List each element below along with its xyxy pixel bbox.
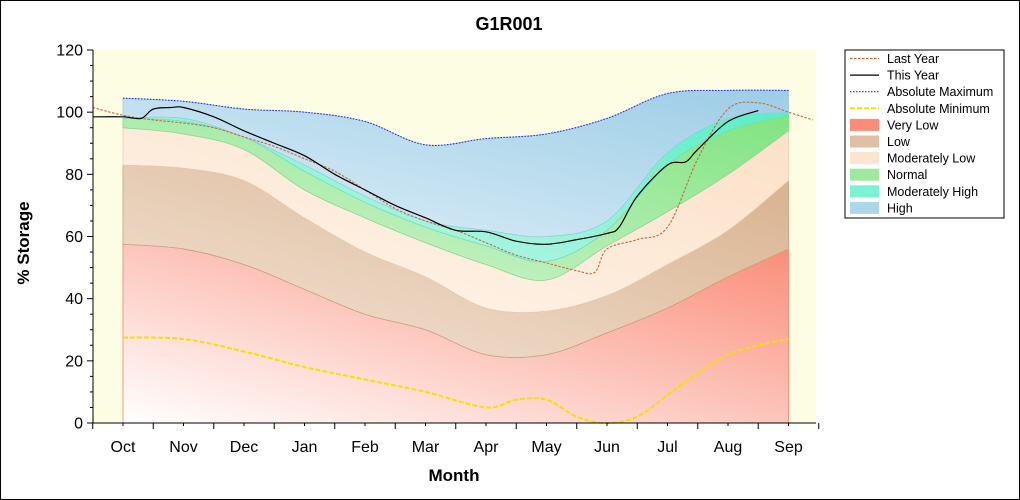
y-tick-label-0: 0 xyxy=(74,416,83,433)
y-tick-label-80: 80 xyxy=(65,167,83,184)
y-tick-label-100: 100 xyxy=(56,105,83,122)
axes-layer: 0 20 40 60 80 100 120 Oct Nov Dec Jan Feb Mar Apr May J… xyxy=(56,43,820,456)
legend-swatch-moderately-low xyxy=(850,152,879,165)
legend-swatch-very-low xyxy=(850,118,879,131)
band-high xyxy=(122,89,789,238)
bands-layer xyxy=(122,89,789,424)
lines-layer xyxy=(92,89,813,425)
x-tick-label-nov: Nov xyxy=(169,439,197,456)
x-tick-label-jan: Jan xyxy=(292,439,318,456)
x-tick-label-dec: Dec xyxy=(230,439,258,456)
x-tick-label-mar: Mar xyxy=(412,439,440,456)
legend-label-moderately-high: Moderately High xyxy=(887,185,978,199)
series-this-year xyxy=(92,106,759,245)
x-axis-title: Month xyxy=(429,466,480,485)
legend-label-high: High xyxy=(887,201,913,215)
series-last-year xyxy=(92,101,813,275)
x-tick-label-jun: Jun xyxy=(594,439,620,456)
legend-label-very-low: Very Low xyxy=(887,118,939,132)
x-tick-label-may: May xyxy=(531,439,561,456)
y-tick-label-40: 40 xyxy=(65,291,83,308)
x-tick-label-aug: Aug xyxy=(714,439,742,456)
x-tick-label-apr: Apr xyxy=(474,439,500,456)
chart-title: G1R001 xyxy=(475,14,542,34)
legend-label-absolute-maximum: Absolute Maximum xyxy=(887,85,993,99)
x-tick-label-oct: Oct xyxy=(111,439,136,456)
legend-label-moderately-low: Moderately Low xyxy=(887,152,976,166)
legend-swatch-normal xyxy=(850,168,879,181)
y-tick-label-60: 60 xyxy=(65,229,83,246)
x-tick-label-jul: Jul xyxy=(657,439,677,456)
x-tick-label-sep: Sep xyxy=(774,439,803,456)
x-tick-label-feb: Feb xyxy=(351,439,379,456)
legend-swatch-high xyxy=(850,201,879,214)
y-tick-label-120: 120 xyxy=(56,43,83,60)
legend: Last Year This Year Absolute Maximum Absolu… xyxy=(844,49,1005,219)
y-tick-label-20: 20 xyxy=(65,353,83,370)
legend-label-this-year: This Year xyxy=(887,69,939,83)
legend-label-normal: Normal xyxy=(887,168,927,182)
legend-label-absolute-minimum: Absolute Minimum xyxy=(887,102,990,116)
y-axis-title: % Storage xyxy=(14,201,33,284)
legend-label-low: Low xyxy=(887,135,911,149)
legend-swatch-moderately-high xyxy=(850,185,879,198)
legend-label-last-year: Last Year xyxy=(887,52,939,66)
legend-swatch-low xyxy=(850,135,879,148)
